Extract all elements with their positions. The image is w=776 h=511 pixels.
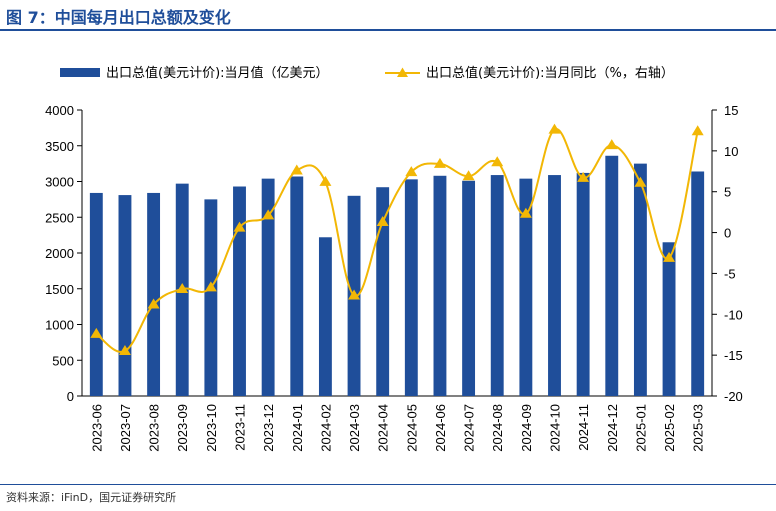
right-tick-label: -5	[724, 266, 736, 281]
line-marker	[118, 345, 131, 356]
x-tick-label: 2023-06	[89, 404, 104, 452]
bar	[118, 195, 132, 396]
bar	[605, 155, 619, 396]
right-tick-label: 15	[724, 103, 738, 118]
x-tick-label: 2023-12	[261, 404, 276, 452]
x-tick-label: 2024-08	[490, 404, 505, 452]
left-tick-label: 4000	[45, 103, 74, 118]
line-marker	[90, 327, 103, 338]
bar	[433, 175, 447, 396]
x-tick-label: 2025-03	[691, 404, 706, 452]
bar	[376, 187, 390, 396]
left-tick-label: 0	[67, 389, 74, 404]
x-tick-label: 2024-04	[376, 404, 391, 452]
line-marker	[491, 156, 504, 167]
bar	[519, 178, 533, 396]
bar	[548, 175, 561, 396]
legend-line-marker	[397, 67, 408, 77]
x-tick-label: 2025-01	[633, 404, 648, 452]
x-tick-label: 2025-02	[662, 404, 677, 452]
line-marker	[233, 221, 246, 232]
bar	[261, 178, 275, 396]
bar	[490, 175, 504, 396]
source-note: 资料来源：iFinD，国元证券研究所	[6, 491, 177, 504]
line-marker	[605, 139, 618, 150]
legend: 出口总值(美元计价):当月值（亿美元） 出口总值(美元计价):当月同比（%，右轴…	[60, 65, 674, 81]
bar	[290, 176, 304, 396]
chart-title: 图 7：中国每月出口总额及变化	[6, 8, 231, 27]
line-marker	[204, 281, 217, 292]
left-tick-label: 2500	[45, 210, 74, 225]
x-tick-label: 2024-03	[347, 404, 362, 452]
line-marker	[691, 125, 704, 136]
title-divider	[0, 29, 776, 31]
bar	[204, 199, 218, 396]
x-tick-label: 2024-07	[462, 404, 477, 452]
bar	[462, 180, 476, 396]
x-tick-label: 2024-05	[404, 404, 419, 452]
left-tick-label: 1000	[45, 318, 74, 333]
x-tick-label: 2024-09	[519, 404, 534, 452]
line-marker	[290, 164, 303, 175]
line-marker	[348, 289, 361, 300]
x-tick-label: 2024-10	[548, 404, 563, 452]
line-marker	[519, 207, 532, 218]
left-tick-label: 2000	[45, 246, 74, 261]
right-tick-label: -15	[724, 348, 743, 363]
left-tick-label: 3000	[45, 175, 74, 190]
line-marker	[319, 175, 332, 186]
x-tick-label: 2024-06	[433, 404, 448, 452]
left-tick-label: 1500	[45, 282, 74, 297]
line-marker	[176, 282, 189, 293]
x-tick-label: 2024-01	[290, 404, 305, 452]
left-tick-label: 500	[52, 353, 74, 368]
bar	[89, 192, 103, 396]
line-marker	[663, 251, 676, 262]
right-tick-label: 5	[724, 185, 731, 200]
x-tick-label: 2023-11	[233, 404, 248, 451]
right-tick-label: -20	[724, 389, 743, 404]
left-tick-label: 3500	[45, 139, 74, 154]
footer-divider	[0, 484, 776, 485]
right-tick-label: -10	[724, 307, 743, 322]
legend-line-label: 出口总值(美元计价):当月同比（%，右轴）	[426, 65, 674, 81]
bar	[233, 186, 246, 396]
right-tick-label: 0	[724, 226, 731, 241]
x-tick-label: 2024-11	[576, 404, 591, 451]
legend-bar-swatch	[60, 68, 100, 77]
x-tick-label: 2023-08	[147, 404, 162, 452]
line-marker	[634, 176, 647, 187]
x-tick-label: 2023-07	[118, 404, 133, 452]
line-marker	[433, 157, 446, 168]
right-tick-label: 10	[724, 144, 738, 159]
x-tick-label: 2024-02	[318, 404, 333, 452]
line-marker	[462, 170, 475, 181]
bar	[691, 171, 705, 396]
line-marker	[262, 209, 275, 220]
bar	[576, 172, 590, 396]
line-marker	[376, 215, 389, 226]
bar	[662, 242, 676, 396]
line-marker	[147, 298, 160, 309]
line-marker	[405, 166, 418, 177]
line-marker	[548, 123, 561, 134]
x-tick-label: 2023-09	[175, 404, 190, 452]
bar	[404, 179, 418, 396]
bar	[147, 192, 161, 396]
x-tick-label: 2023-10	[204, 404, 219, 452]
x-tick-label: 2024-12	[605, 404, 620, 452]
legend-bar-label: 出口总值(美元计价):当月值（亿美元）	[106, 65, 329, 81]
line-marker	[577, 171, 590, 182]
bar	[633, 163, 647, 396]
bar	[318, 237, 332, 396]
